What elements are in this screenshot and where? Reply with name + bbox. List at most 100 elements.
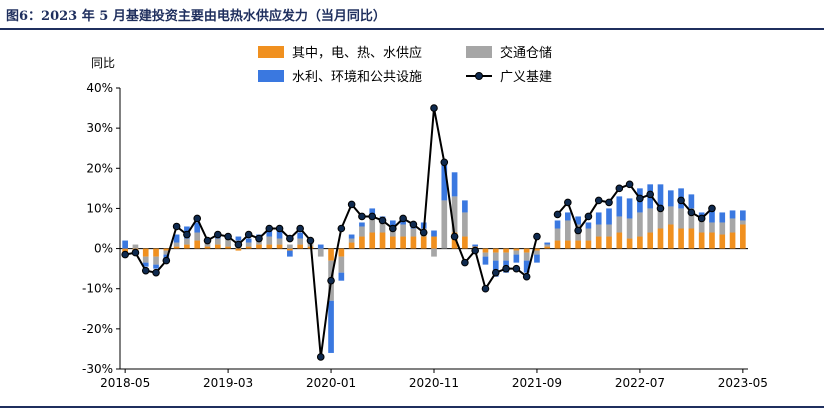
bar-power <box>626 238 633 249</box>
bar-transport <box>482 252 489 257</box>
bar-power <box>637 236 643 249</box>
bar-water <box>616 196 623 217</box>
y-tick-label: 30% <box>86 121 113 135</box>
bar-transport <box>338 256 345 273</box>
bar-water <box>462 200 468 213</box>
bar-power <box>709 232 715 249</box>
broad-infrastructure-point <box>687 208 696 217</box>
legend-swatch-transport <box>466 46 492 58</box>
broad-infrastructure-point <box>584 212 593 221</box>
bar-power <box>698 232 705 249</box>
bar-water <box>523 260 530 273</box>
bar-water <box>534 254 540 263</box>
legend-swatch-water <box>258 70 284 82</box>
bar-water <box>389 220 396 227</box>
broad-infrastructure-point <box>275 224 284 233</box>
title-rule <box>0 28 824 30</box>
bar-water <box>328 300 334 353</box>
bar-water <box>431 230 437 237</box>
bar-water <box>400 220 406 225</box>
broad-infrastructure-point <box>574 226 582 235</box>
bar-transport <box>184 238 190 245</box>
bar-water <box>698 212 705 217</box>
bar-transport <box>534 250 540 255</box>
bar-transport <box>492 252 499 261</box>
broad-infrastructure-point <box>183 230 191 239</box>
broad-infrastructure-point <box>440 158 449 167</box>
broad-infrastructure-point <box>399 214 407 223</box>
bar-power <box>297 244 303 249</box>
bar-transport <box>225 238 231 247</box>
bar-transport <box>194 232 201 241</box>
bar-power <box>575 240 581 249</box>
broad-infrastructure-point <box>337 224 346 233</box>
bar-transport <box>729 218 736 233</box>
x-tick-label: 2018-05 <box>100 376 150 390</box>
broad-infrastructure-point <box>409 220 418 229</box>
broad-infrastructure-point <box>553 210 562 219</box>
bar-water <box>482 256 489 265</box>
y-axis-label: 同比 <box>91 56 115 70</box>
bar-power <box>740 224 746 249</box>
bar-transport <box>565 220 571 241</box>
bar-water <box>688 194 695 209</box>
broad-infrastructure-point <box>481 284 490 293</box>
broad-infrastructure-point <box>491 268 500 277</box>
bar-power <box>534 248 540 251</box>
bar-transport <box>616 216 623 233</box>
bar-water <box>359 222 365 227</box>
broad-infrastructure-point <box>430 104 438 112</box>
x-tick-label: 2023-05 <box>718 376 768 390</box>
broad-infrastructure-point <box>419 228 428 237</box>
legend-label-broad: 广义基建 <box>500 70 552 85</box>
broad-infrastructure-line <box>680 199 713 220</box>
bar-transport <box>513 250 520 255</box>
bar-transport <box>647 208 654 233</box>
bar-power <box>328 248 334 261</box>
bar-transport <box>214 238 221 245</box>
bar-power <box>503 248 509 253</box>
bar-transport <box>606 224 612 237</box>
bar-transport <box>400 224 406 237</box>
bar-transport <box>245 242 252 247</box>
bar-power <box>688 228 695 249</box>
broad-infrastructure-point <box>131 248 140 257</box>
broad-infrastructure-point <box>347 200 356 209</box>
bar-transport <box>451 196 458 233</box>
x-tick-label: 2021-09 <box>512 376 562 390</box>
broad-infrastructure-point <box>615 184 624 193</box>
bar-transport <box>431 248 437 257</box>
x-tick-label: 2020-01 <box>306 376 356 390</box>
bar-power <box>194 240 201 249</box>
bottom-rule <box>0 406 824 408</box>
broad-infrastructure-point <box>605 198 613 207</box>
broad-infrastructure-point <box>296 224 304 233</box>
broad-infrastructure-point <box>656 204 665 213</box>
broad-infrastructure-point <box>533 232 541 241</box>
bar-power <box>338 248 345 257</box>
bar-power <box>606 236 612 249</box>
bar-water <box>667 190 674 207</box>
bar-transport <box>132 244 139 249</box>
bar-water <box>606 208 612 225</box>
broad-infrastructure-point <box>327 276 335 285</box>
broad-infrastructure-point <box>193 214 202 223</box>
bar-transport <box>698 216 705 233</box>
bar-transport <box>369 216 376 233</box>
broad-infrastructure-point <box>389 224 397 233</box>
bar-transport <box>441 200 448 249</box>
y-tick-label: -10% <box>82 282 113 296</box>
broad-infrastructure-point <box>286 234 294 243</box>
bar-power <box>173 246 180 249</box>
bar-water <box>369 208 376 217</box>
bar-power <box>657 228 664 249</box>
bar-transport <box>503 252 509 261</box>
bar-transport <box>256 240 262 245</box>
bar-power <box>184 244 190 249</box>
x-tick-label: 2019-03 <box>203 376 253 390</box>
bar-power <box>122 248 128 253</box>
bar-water <box>657 184 664 209</box>
bar-water <box>287 250 293 257</box>
bar-transport <box>657 208 664 229</box>
